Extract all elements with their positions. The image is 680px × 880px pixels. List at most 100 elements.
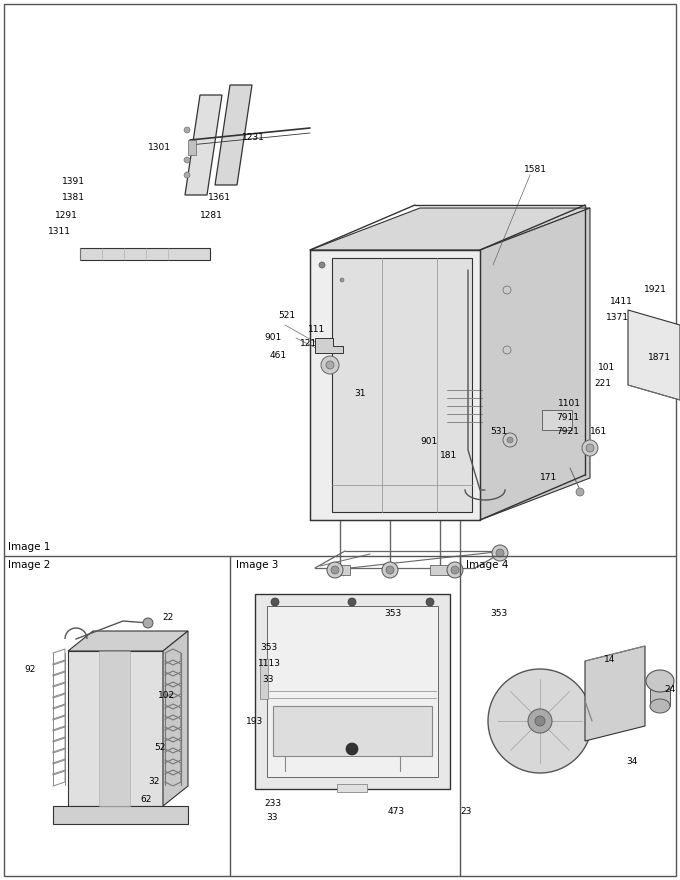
Circle shape — [576, 488, 584, 496]
Polygon shape — [68, 631, 188, 651]
Polygon shape — [315, 338, 343, 353]
Polygon shape — [68, 651, 163, 806]
Circle shape — [348, 598, 356, 606]
Ellipse shape — [646, 670, 674, 692]
Text: 221: 221 — [594, 379, 611, 388]
Text: 1361: 1361 — [208, 194, 231, 202]
Text: 22: 22 — [162, 613, 173, 622]
Polygon shape — [585, 646, 645, 741]
Text: 1281: 1281 — [200, 210, 223, 219]
Bar — [542, 410, 572, 430]
Text: 461: 461 — [270, 351, 287, 361]
Circle shape — [535, 716, 545, 726]
Bar — [273, 706, 432, 756]
Text: 1311: 1311 — [48, 228, 71, 237]
Circle shape — [586, 444, 594, 452]
Circle shape — [184, 127, 190, 133]
Text: 33: 33 — [266, 813, 277, 823]
Circle shape — [503, 346, 511, 354]
Text: 1101: 1101 — [558, 400, 581, 408]
Circle shape — [340, 278, 344, 282]
Circle shape — [447, 562, 463, 578]
Circle shape — [143, 618, 153, 628]
Circle shape — [386, 566, 394, 574]
Text: 1371: 1371 — [606, 313, 629, 322]
Text: 92: 92 — [24, 665, 35, 674]
Text: 1581: 1581 — [524, 165, 547, 174]
Polygon shape — [310, 208, 590, 250]
Circle shape — [184, 157, 190, 163]
Circle shape — [184, 172, 190, 178]
Text: 33: 33 — [262, 676, 273, 685]
Text: 1291: 1291 — [55, 210, 78, 219]
Text: 901: 901 — [264, 334, 282, 342]
Circle shape — [492, 545, 508, 561]
Text: 1871: 1871 — [648, 354, 671, 363]
Circle shape — [528, 709, 552, 733]
Text: 121: 121 — [300, 340, 317, 348]
Text: Image 2: Image 2 — [8, 560, 50, 570]
Circle shape — [503, 286, 511, 294]
Text: Image 1: Image 1 — [8, 542, 50, 552]
Text: 62: 62 — [140, 796, 152, 804]
Text: 24: 24 — [664, 686, 675, 694]
Text: 193: 193 — [246, 717, 263, 727]
Bar — [99, 651, 130, 806]
Bar — [188, 140, 196, 155]
Circle shape — [327, 562, 343, 578]
Text: 1411: 1411 — [610, 297, 633, 306]
Text: 473: 473 — [388, 808, 405, 817]
Text: 181: 181 — [440, 451, 457, 460]
Text: 1921: 1921 — [644, 285, 667, 295]
Text: Image 3: Image 3 — [236, 560, 278, 570]
Polygon shape — [310, 250, 480, 520]
Bar — [430, 565, 450, 575]
Text: 101: 101 — [598, 363, 615, 372]
Bar — [255, 594, 450, 789]
Polygon shape — [628, 310, 680, 400]
Text: 32: 32 — [148, 778, 159, 787]
Bar — [650, 681, 670, 706]
Text: 353: 353 — [490, 610, 507, 619]
Text: 1301: 1301 — [148, 143, 171, 152]
Text: 102: 102 — [158, 692, 175, 700]
Text: 353: 353 — [384, 610, 401, 619]
Text: 161: 161 — [590, 428, 607, 436]
Bar — [337, 784, 367, 792]
Ellipse shape — [650, 699, 670, 713]
Text: 1113: 1113 — [258, 659, 281, 669]
Bar — [260, 659, 268, 699]
Circle shape — [331, 566, 339, 574]
Text: 52: 52 — [154, 744, 165, 752]
Text: 1391: 1391 — [62, 178, 85, 187]
Text: 1381: 1381 — [62, 194, 85, 202]
Circle shape — [426, 598, 434, 606]
Text: 233: 233 — [264, 800, 281, 809]
Circle shape — [326, 361, 334, 369]
Text: Image 4: Image 4 — [466, 560, 509, 570]
Circle shape — [319, 262, 325, 268]
Text: 7911: 7911 — [556, 414, 579, 422]
Circle shape — [503, 433, 517, 447]
Circle shape — [451, 566, 459, 574]
Circle shape — [346, 743, 358, 755]
Polygon shape — [185, 95, 222, 195]
Text: 1231: 1231 — [242, 134, 265, 143]
Text: 531: 531 — [490, 428, 507, 436]
Text: 171: 171 — [540, 473, 557, 482]
Text: 23: 23 — [460, 808, 471, 817]
Circle shape — [488, 669, 592, 773]
Text: 111: 111 — [308, 326, 325, 334]
Polygon shape — [163, 631, 188, 806]
Text: 31: 31 — [354, 390, 366, 399]
Circle shape — [582, 440, 598, 456]
Text: 353: 353 — [260, 643, 277, 652]
Text: 34: 34 — [626, 758, 637, 766]
Bar — [330, 565, 350, 575]
Polygon shape — [332, 258, 472, 512]
Text: 7921: 7921 — [556, 428, 579, 436]
Circle shape — [496, 549, 504, 557]
Polygon shape — [480, 208, 590, 520]
Polygon shape — [215, 85, 252, 185]
Circle shape — [321, 356, 339, 374]
